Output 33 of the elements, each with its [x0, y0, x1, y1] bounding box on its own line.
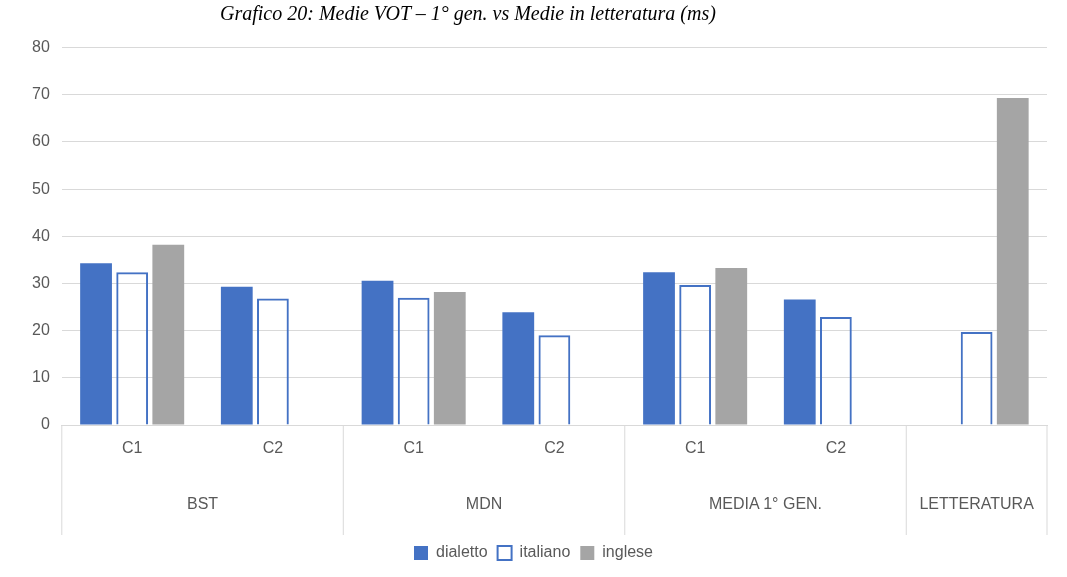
x-tick-label: C1 [403, 439, 424, 457]
x-tick-label: C1 [121, 439, 143, 457]
y-tick-label: 80 [32, 38, 50, 56]
chart-title: Grafico 20: Medie VOT – 1° gen. vs Medie in letteratura (ms) [219, 1, 717, 26]
text: BST [186, 495, 219, 513]
y-tick-label: 60 [32, 132, 50, 150]
x-tick-label: C2 [262, 439, 284, 457]
y-tick-label: 40 [32, 226, 50, 244]
bar [80, 263, 112, 425]
legend-label: dialetto [436, 543, 488, 561]
text: LETTERATURA [919, 495, 1035, 513]
bar [502, 312, 535, 425]
y-tick-label: 20 [32, 321, 50, 339]
text: MEDIA 1° GEN. [708, 495, 823, 513]
y-tick-label: 30 [32, 273, 50, 291]
x-tick-label: C1 [684, 439, 706, 457]
bar [220, 286, 253, 425]
bar [152, 244, 185, 425]
x-tick-label: C2 [544, 439, 565, 457]
bar [643, 272, 675, 425]
bar [715, 267, 748, 425]
bar [996, 98, 1029, 425]
text: MDN [465, 495, 503, 513]
y-tick-label: 50 [32, 179, 50, 197]
bar [433, 291, 466, 425]
y-tick-label: 0 [40, 415, 50, 433]
y-tick-label: 10 [32, 368, 50, 386]
bar [361, 280, 394, 425]
bar [783, 299, 816, 425]
x-tick-label: C2 [825, 439, 847, 457]
y-tick-label: 70 [32, 85, 50, 103]
legend-label: italiano [519, 543, 571, 561]
legend-label: inglese [602, 543, 654, 561]
